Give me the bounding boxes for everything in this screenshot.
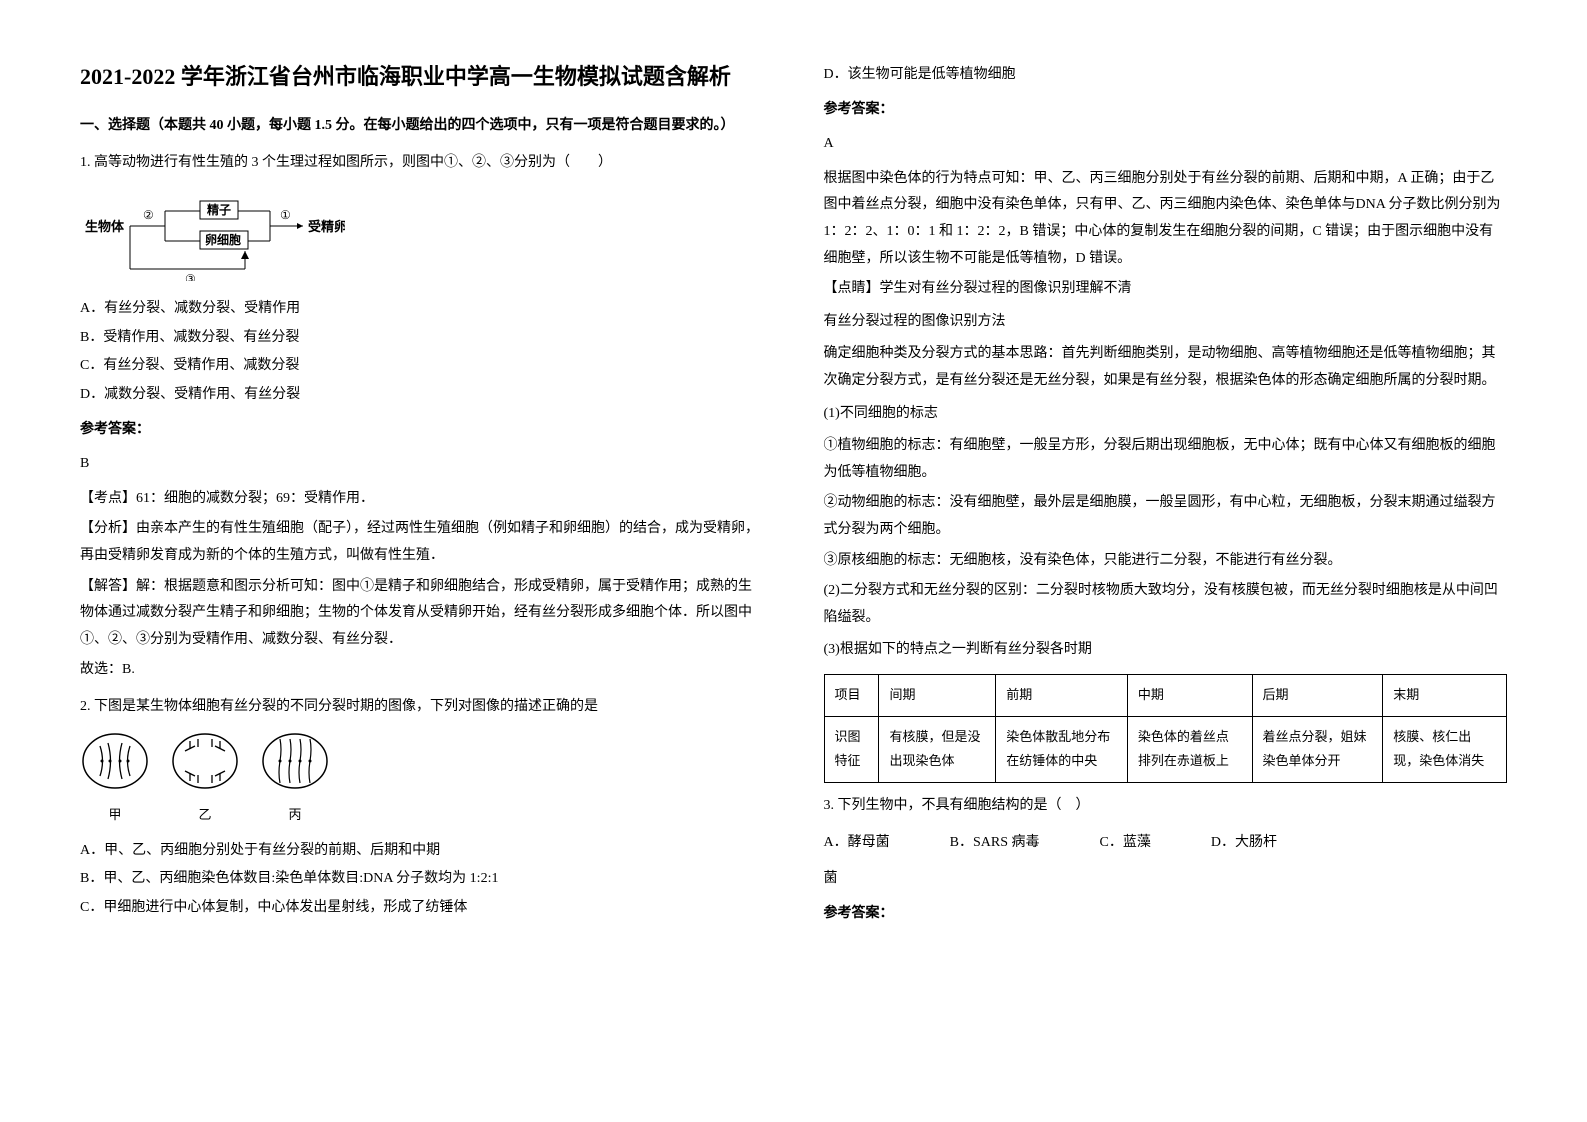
d-fert: 受精卵 [308,219,345,234]
mitosis-table: 项目 间期 前期 中期 后期 末期 识图特征 有核膜，但是没出现染色体 染色体散… [824,674,1508,783]
right-column: D．该生物可能是低等植物细胞 参考答案： A 根据图中染色体的行为特点可知：甲、… [794,60,1538,1062]
q1-opt-c: C．有丝分裂、受精作用、减数分裂 [80,353,764,380]
table-row: 识图特征 有核膜，但是没出现染色体 染色体散乱地分布在纺锤体的中央 染色体的着丝… [824,716,1507,782]
q2-s1-1: ①植物细胞的标志：有细胞壁，一般呈方形，分裂后期出现细胞板，无中心体；既有中心体… [824,433,1508,486]
cell-4: 核膜、核仁出现，染色体消失 [1383,716,1507,782]
row-label: 识图特征 [824,716,879,782]
d-arrow [241,251,249,259]
q1-opt-a: A．有丝分裂、减数分裂、受精作用 [80,296,764,323]
cell-b: 乙 [170,731,240,828]
cell-c-svg [260,731,330,791]
section1-header: 一、选择题（本题共 40 小题，每小题 1.5 分。在每小题给出的四个选项中，只… [80,113,764,140]
question-3: 3. 下列生物中，不具有细胞结构的是（ ） A．酵母菌 B．SARS 病毒 C．… [824,793,1508,927]
d-body: 生物体 [85,219,125,234]
q1-fenxi: 【分析】由亲本产生的有性生殖细胞（配子），经过两性生殖细胞（例如精子和卵细胞）的… [80,516,764,569]
q1-diagram-svg: 生物体 ② 精子 卵细胞 ① 受精卵 ③ [85,191,345,281]
cell-c-label: 丙 [260,803,330,828]
question-1: 1. 高等动物进行有性生殖的 3 个生理过程如图所示，则图中①、②、③分别为（ … [80,150,764,684]
q2-opt-b: B．甲、乙、丙细胞染色体数目:染色单体数目:DNA 分子数均为 1:2:1 [80,866,764,893]
q2-s1-3: ③原核细胞的标志：无细胞核，没有染色体，只能进行二分裂，不能进行有丝分裂。 [824,548,1508,575]
th-2: 前期 [996,674,1128,716]
th-5: 末期 [1383,674,1507,716]
cell-1: 染色体散乱地分布在纺锤体的中央 [996,716,1128,782]
q1-stem: 1. 高等动物进行有性生殖的 3 个生理过程如图所示，则图中①、②、③分别为（ … [80,150,764,177]
cell-3: 着丝点分裂，姐妹染色单体分开 [1252,716,1383,782]
cell-a-label: 甲 [80,803,150,828]
q2-stem: 2. 下图是某生物体细胞有丝分裂的不同分裂时期的图像，下列对图像的描述正确的是 [80,694,764,721]
q1-answer-label: 参考答案： [80,417,764,444]
q2-opt-d: D．该生物可能是低等植物细胞 [824,62,1508,89]
q2-answer: A [824,131,1508,158]
th-1: 间期 [879,674,996,716]
q1-answer: B [80,451,764,478]
q3-opt-c: C．蓝藻 [1099,830,1150,857]
q3-answer-label: 参考答案： [824,901,1508,928]
cell-2: 染色体的着丝点排列在赤道板上 [1127,716,1252,782]
q1-opt-b: B．受精作用、减数分裂、有丝分裂 [80,325,764,352]
d-sperm: 精子 [207,202,231,217]
q1-diagram: 生物体 ② 精子 卵细胞 ① 受精卵 ③ [80,186,764,286]
th-0: 项目 [824,674,879,716]
q3-d-tail: 菌 [824,866,1508,893]
q1-kaodian: 【考点】61：细胞的减数分裂；69：受精作用． [80,486,764,513]
q2-s1-2: ②动物细胞的标志：没有细胞壁，最外层是细胞膜，一般呈圆形，有中心粒，无细胞板，分… [824,490,1508,543]
cell-c: 丙 [260,731,330,828]
d-egg: 卵细胞 [205,232,241,247]
q2-opt-a: A．甲、乙、丙细胞分别处于有丝分裂的前期、后期和中期 [80,838,764,865]
cell-b-svg [170,731,240,791]
cell-0: 有核膜，但是没出现染色体 [879,716,996,782]
q3-options: A．酵母菌 B．SARS 病毒 C．蓝藻 D．大肠杆 [824,830,1508,857]
q3-opt-b: B．SARS 病毒 [950,830,1040,857]
left-column: 2021-2022 学年浙江省台州市临海职业中学高一生物模拟试题含解析 一、选择… [50,60,794,1062]
q2-h1: 有丝分裂过程的图像识别方法 [824,309,1508,336]
th-4: 后期 [1252,674,1383,716]
q3-stem: 3. 下列生物中，不具有细胞结构的是（ ） [824,793,1508,820]
q2-s2: (2)二分裂方式和无丝分裂的区别：二分裂时核物质大致均分，没有核膜包被，而无丝分… [824,578,1508,631]
d-n2: ② [143,208,154,222]
table-header-row: 项目 间期 前期 中期 后期 末期 [824,674,1507,716]
cell-a-svg [80,731,150,791]
q3-opt-d: D．大肠杆 [1211,830,1277,857]
cell-b-label: 乙 [170,803,240,828]
d-n1: ① [280,208,291,222]
q1-opt-d: D．减数分裂、受精作用、有丝分裂 [80,382,764,409]
question-2: 2. 下图是某生物体细胞有丝分裂的不同分裂时期的图像，下列对图像的描述正确的是 … [80,694,764,922]
q2-s1h: (1)不同细胞的标志 [824,401,1508,428]
q2-p2: 确定细胞种类及分裂方式的基本思路：首先判断细胞类别，是动物细胞、高等植物细胞还是… [824,341,1508,394]
d-n3: ③ [185,272,196,281]
q2-opt-c: C．甲细胞进行中心体复制，中心体发出星射线，形成了纺锤体 [80,895,764,922]
cell-a: 甲 [80,731,150,828]
q1-jieda: 【解答】解：根据题意和图示分析可知：图中①是精子和卵细胞结合，形成受精卵，属于受… [80,574,764,654]
th-3: 中期 [1127,674,1252,716]
q1-guxuan: 故选：B. [80,657,764,684]
q2-dianjing: 【点睛】学生对有丝分裂过程的图像识别理解不清 [824,276,1508,303]
q3-opt-a: A．酵母菌 [824,830,890,857]
exam-title: 2021-2022 学年浙江省台州市临海职业中学高一生物模拟试题含解析 [80,60,764,93]
q2-answer-label: 参考答案： [824,97,1508,124]
q2-p1: 根据图中染色体的行为特点可知：甲、乙、丙三细胞分别处于有丝分裂的前期、后期和中期… [824,166,1508,272]
q2-s3h: (3)根据如下的特点之一判断有丝分裂各时期 [824,637,1508,664]
q2-diagram: 甲 乙 丙 [80,731,764,828]
